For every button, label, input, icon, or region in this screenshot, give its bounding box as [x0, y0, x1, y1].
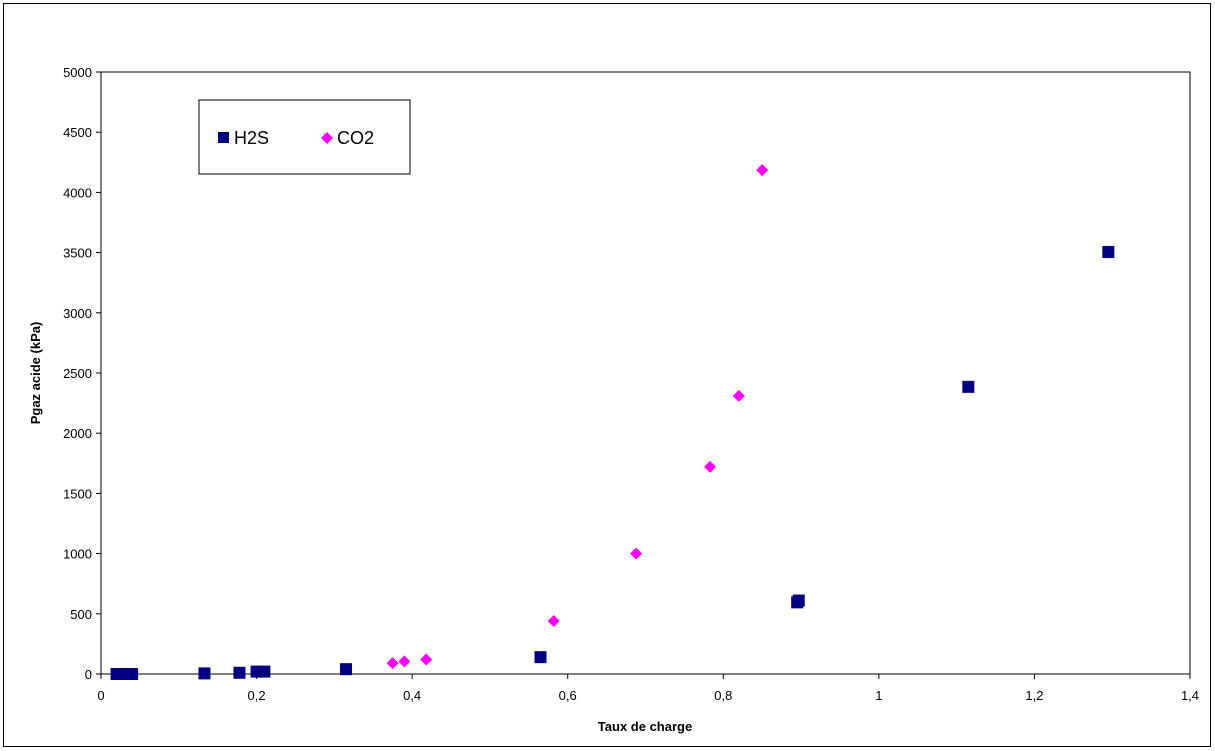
x-tick-label: 0,2: [248, 688, 266, 703]
point-h2s: [258, 665, 271, 678]
point-co2: [756, 164, 769, 177]
point-h2s: [340, 663, 353, 676]
y-tick-label: 4500: [63, 125, 92, 140]
y-tick-label: 3500: [63, 246, 92, 261]
y-tick-label: 5000: [63, 65, 92, 80]
point-h2s: [792, 594, 805, 607]
y-tick-label: 4000: [63, 185, 92, 200]
y-tick-label: 0: [85, 667, 92, 682]
point-h2s: [962, 380, 975, 393]
legend-box: [198, 99, 411, 175]
point-h2s: [250, 665, 263, 678]
x-tick-label: 0,6: [559, 688, 577, 703]
x-tick-label: 1,4: [1181, 688, 1199, 703]
x-tick-label: 0,4: [403, 688, 421, 703]
point-h2s: [534, 651, 547, 664]
x-axis-title: Taux de charge: [598, 719, 692, 734]
y-tick-label: 2000: [63, 426, 92, 441]
y-tick-label: 500: [70, 607, 92, 622]
data-points: [110, 164, 1115, 680]
x-axis-ticks: 0 0,2 0,4 0,6 0,8 1 1,2 1,4: [97, 674, 1199, 703]
point-co2: [420, 653, 433, 666]
y-tick-label: 3000: [63, 306, 92, 321]
legend-label-h2s: H2S: [234, 128, 269, 148]
legend-marker-co2: [321, 132, 333, 144]
x-tick-label: 1,2: [1025, 688, 1043, 703]
point-h2s: [198, 667, 211, 680]
y-axis-title: Pgaz acide (kPa): [28, 322, 43, 425]
point-co2: [547, 615, 560, 628]
point-co2: [398, 655, 411, 668]
y-axis-ticks: 0 500 1000 1500 2000 2500 3000 3500 4000 4500 5000: [63, 65, 101, 682]
y-tick-label: 1500: [63, 486, 92, 501]
point-h2s: [126, 668, 139, 680]
point-co2: [732, 389, 745, 402]
point-co2: [630, 547, 643, 560]
legend-label-co2: CO2: [337, 128, 374, 148]
point-co2: [704, 460, 717, 473]
x-tick-label: 0: [97, 688, 104, 703]
y-tick-label: 1000: [63, 547, 92, 562]
point-co2: [386, 657, 399, 670]
y-tick-label: 2500: [63, 366, 92, 381]
legend: H2S CO2: [198, 99, 411, 175]
x-tick-label: 0,8: [714, 688, 732, 703]
point-h2s: [233, 666, 246, 679]
legend-marker-h2s: [218, 132, 229, 143]
point-h2s: [1102, 245, 1115, 258]
x-tick-label: 1: [875, 688, 882, 703]
